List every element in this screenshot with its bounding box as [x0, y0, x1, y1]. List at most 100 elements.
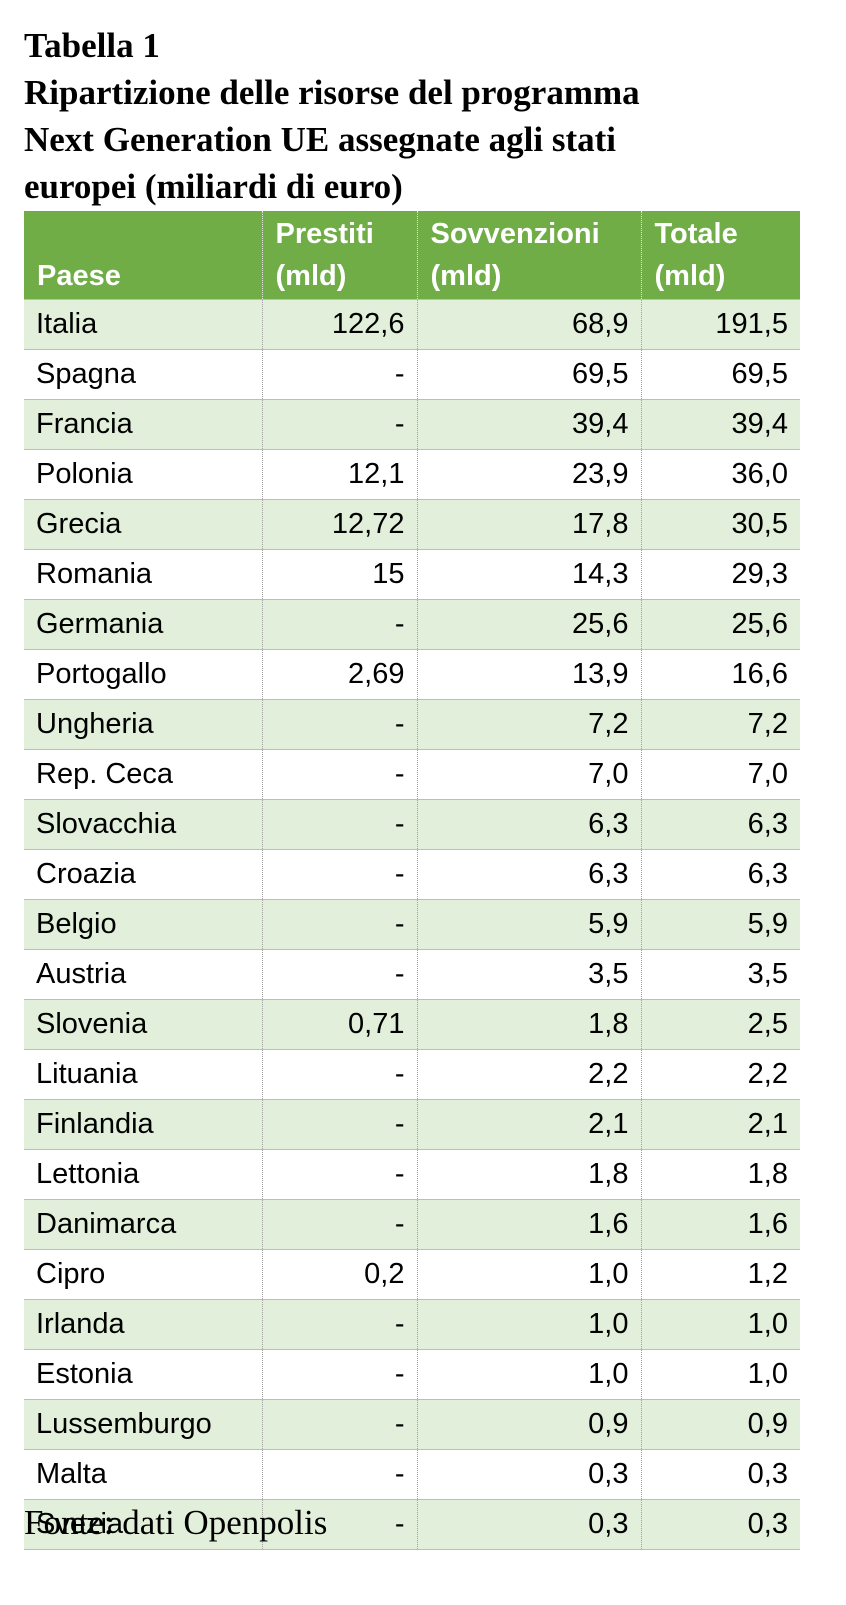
table-row: Italia 122,6 68,9 191,5 — [24, 298, 800, 349]
total-cell: 30,5 — [641, 498, 800, 549]
loans-cell: 0,2 — [262, 1248, 418, 1299]
total-cell: 36,0 — [641, 448, 800, 499]
total-cell: 1,8 — [641, 1148, 800, 1199]
header-loans-line2: (mld) — [275, 259, 347, 292]
country-cell: Romania — [24, 548, 263, 599]
country-cell: Portogallo — [24, 648, 263, 699]
country-cell: Grecia — [24, 498, 263, 549]
total-cell: 1,2 — [641, 1248, 800, 1299]
grants-cell: 2,1 — [417, 1098, 642, 1149]
table-row: Finlandia -2,1 2,1 — [24, 1098, 800, 1149]
table-row: Ungheria -7,2 7,2 — [24, 698, 800, 749]
loans-cell: - — [262, 1348, 418, 1399]
total-cell: 1,0 — [641, 1298, 800, 1349]
allocation-table: Paese Prestiti (mld) Sovvenzioni (mld) T… — [24, 211, 800, 1550]
total-cell: 39,4 — [641, 398, 800, 449]
header-country: Paese — [24, 211, 263, 299]
table-title: Tabella 1 Ripartizione delle risorse del… — [24, 22, 824, 210]
country-cell: Irlanda — [24, 1298, 263, 1349]
country-cell: Svezia — [24, 1498, 263, 1550]
table-row: Malta -0,3 0,3 — [24, 1448, 800, 1499]
loans-cell: - — [262, 398, 418, 449]
grants-cell: 2,2 — [417, 1048, 642, 1099]
country-cell: Estonia — [24, 1348, 263, 1399]
grants-cell: 6,3 — [417, 848, 642, 899]
total-cell: 69,5 — [641, 348, 800, 399]
table-row: Lituania -2,2 2,2 — [24, 1048, 800, 1099]
loans-cell: - — [262, 748, 418, 799]
loans-cell: - — [262, 1048, 418, 1099]
table-number: Tabella 1 — [24, 26, 160, 65]
table-row: Belgio -5,9 5,9 — [24, 898, 800, 949]
table-row: Lussemburgo -0,9 0,9 — [24, 1398, 800, 1449]
country-cell: Slovenia — [24, 998, 263, 1049]
country-cell: Slovacchia — [24, 798, 263, 849]
header-loans: Prestiti (mld) — [262, 211, 418, 299]
country-cell: Danimarca — [24, 1198, 263, 1249]
country-cell: Ungheria — [24, 698, 263, 749]
grants-cell: 23,9 — [417, 448, 642, 499]
country-cell: Lituania — [24, 1048, 263, 1099]
total-cell: 5,9 — [641, 898, 800, 949]
total-cell: 2,5 — [641, 998, 800, 1049]
grants-cell: 7,0 — [417, 748, 642, 799]
grants-cell: 1,8 — [417, 1148, 642, 1199]
grants-cell: 5,9 — [417, 898, 642, 949]
country-cell: Finlandia — [24, 1098, 263, 1149]
header-grants-line2: (mld) — [430, 259, 502, 292]
table-row: Portogallo 2,69 13,9 16,6 — [24, 648, 800, 699]
country-cell: Spagna — [24, 348, 263, 399]
table-row: Lettonia -1,8 1,8 — [24, 1148, 800, 1199]
table-row: Estonia -1,0 1,0 — [24, 1348, 800, 1399]
loans-cell: 0,71 — [262, 998, 418, 1049]
total-cell: 2,2 — [641, 1048, 800, 1099]
total-cell: 0,3 — [641, 1448, 800, 1499]
loans-cell: - — [262, 698, 418, 749]
table-row: Romania 15 14,3 29,3 — [24, 548, 800, 599]
grants-cell: 1,8 — [417, 998, 642, 1049]
country-cell: Belgio — [24, 898, 263, 949]
table-row: Slovacchia -6,3 6,3 — [24, 798, 800, 849]
country-cell: Italia — [24, 298, 263, 349]
total-cell: 29,3 — [641, 548, 800, 599]
loans-cell: - — [262, 898, 418, 949]
table-row: Germania -25,6 25,6 — [24, 598, 800, 649]
loans-cell: - — [262, 948, 418, 999]
total-cell: 7,2 — [641, 698, 800, 749]
country-cell: Polonia — [24, 448, 263, 499]
table-row: Spagna -69,5 69,5 — [24, 348, 800, 399]
table-row: Irlanda -1,0 1,0 — [24, 1298, 800, 1349]
table-row: Rep. Ceca -7,0 7,0 — [24, 748, 800, 799]
header-grants: Sovvenzioni (mld) — [417, 211, 642, 299]
total-cell: 2,1 — [641, 1098, 800, 1149]
total-cell: 16,6 — [641, 648, 800, 699]
table-row: Croazia -6,3 6,3 — [24, 848, 800, 899]
header-total-line1: Totale — [654, 217, 738, 250]
total-cell: 1,6 — [641, 1198, 800, 1249]
loans-cell: - — [262, 1098, 418, 1149]
grants-cell: 25,6 — [417, 598, 642, 649]
country-cell: Cipro — [24, 1248, 263, 1299]
total-cell: 6,3 — [641, 848, 800, 899]
country-cell: Rep. Ceca — [24, 748, 263, 799]
loans-cell: - — [262, 798, 418, 849]
table-caption-line-3: europei (miliardi di euro) — [24, 167, 403, 206]
loans-cell: - — [262, 1298, 418, 1349]
country-cell: Francia — [24, 398, 263, 449]
table-body: Italia 122,6 68,9 191,5 Spagna -69,5 69,5 Franc… — [24, 298, 800, 1550]
country-cell: Croazia — [24, 848, 263, 899]
table-row: Francia -39,4 39,4 — [24, 398, 800, 449]
loans-cell: - — [262, 1198, 418, 1249]
table-caption-line-1: Ripartizione delle risorse del programma — [24, 73, 640, 112]
country-cell: Malta — [24, 1448, 263, 1499]
total-cell: 0,9 — [641, 1398, 800, 1449]
source-note: Fonte: dati Openpolis — [24, 1503, 328, 1542]
total-cell: 3,5 — [641, 948, 800, 999]
grants-cell: 1,6 — [417, 1198, 642, 1249]
grants-cell: 1,0 — [417, 1298, 642, 1349]
table-row: Polonia 12,1 23,9 36,0 — [24, 448, 800, 499]
table-row: Austria -3,5 3,5 — [24, 948, 800, 999]
grants-cell: 1,0 — [417, 1348, 642, 1399]
loans-cell: - — [262, 1398, 418, 1449]
header-total-line2: (mld) — [654, 259, 726, 292]
